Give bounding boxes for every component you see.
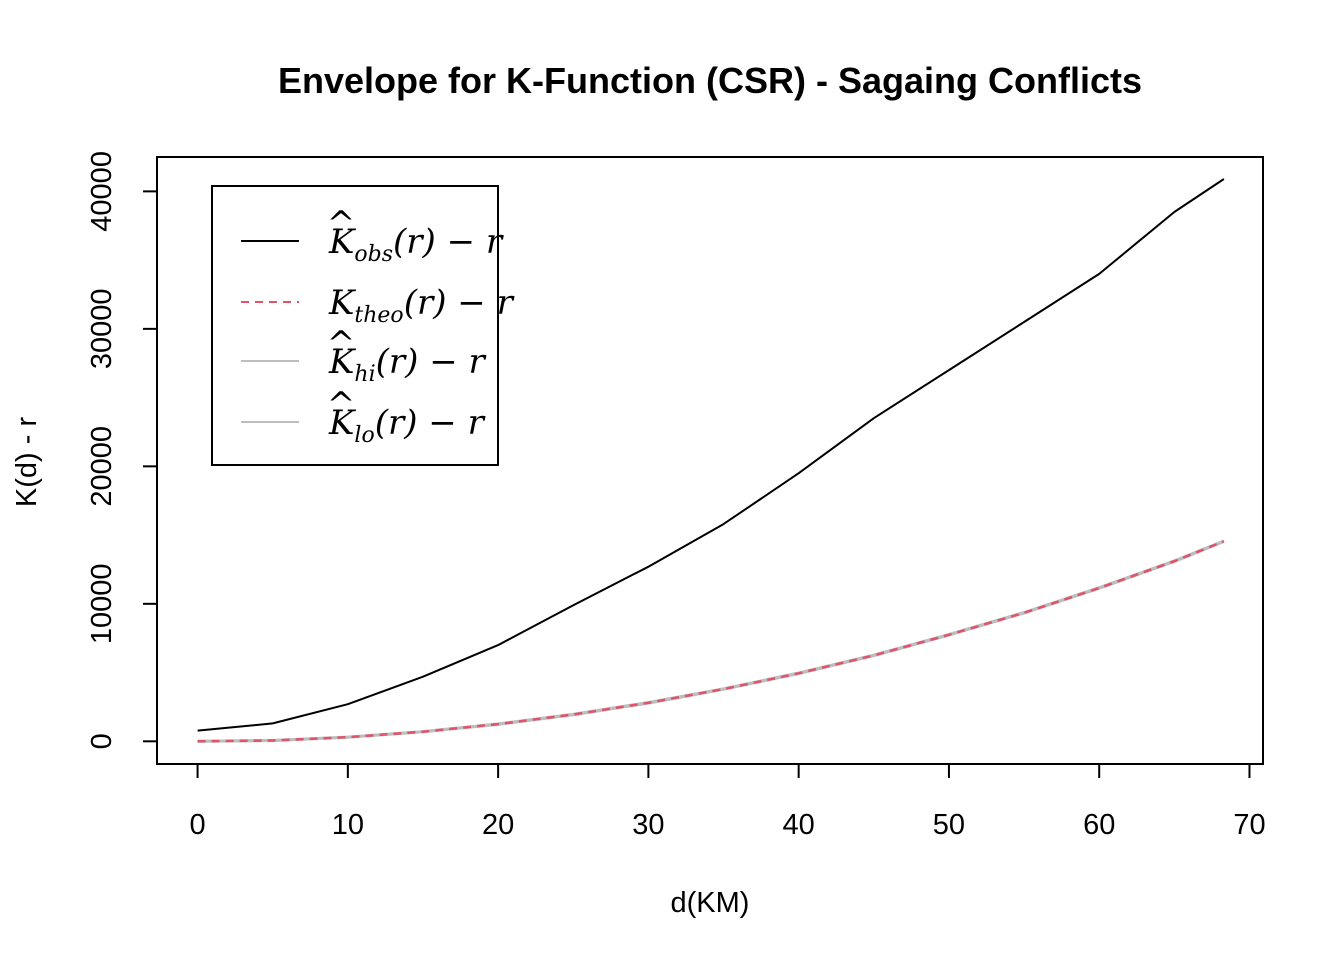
y-axis-label: K(d) - r <box>11 417 43 508</box>
legend-hat-accent: ^ <box>327 324 356 364</box>
y-tick-label: 30000 <box>86 289 118 370</box>
legend-hat-accent: ^ <box>327 385 356 425</box>
x-tick-label: 10 <box>332 809 364 841</box>
x-tick-label: 50 <box>933 809 965 841</box>
legend-hat-accent: ^ <box>327 204 356 244</box>
y-tick-label: 40000 <box>86 151 118 232</box>
x-tick-label: 70 <box>1233 809 1265 841</box>
x-axis-label: d(KM) <box>671 887 750 919</box>
x-tick-label: 30 <box>632 809 664 841</box>
x-tick-label: 60 <box>1083 809 1115 841</box>
x-tick-label: 20 <box>482 809 514 841</box>
chart-title: Envelope for K-Function (CSR) - Sagaing … <box>278 60 1142 101</box>
y-tick-label: 0 <box>86 733 118 749</box>
y-tick-label: 20000 <box>86 426 118 507</box>
x-tick-label: 40 <box>783 809 815 841</box>
y-tick-label: 10000 <box>86 564 118 645</box>
x-tick-label: 0 <box>190 809 206 841</box>
